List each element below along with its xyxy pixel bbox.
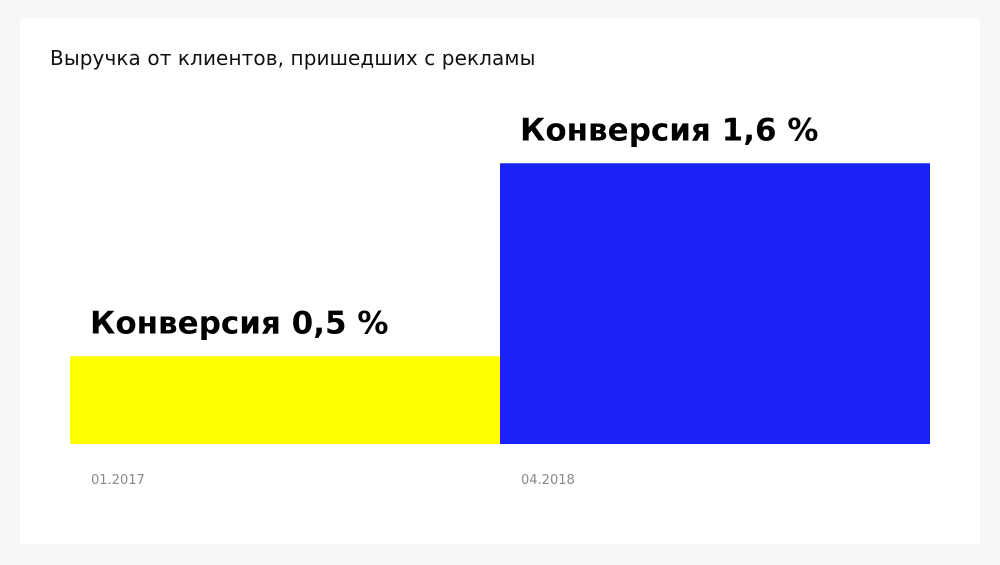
chart-card: Выручка от клиентов, пришедших с рекламы… bbox=[20, 18, 980, 544]
bar-chart: Конверсия 0,5 % 01.2017 Конверсия 1,6 % 04.… bbox=[70, 112, 930, 488]
data-label: Конверсия 1,6 % bbox=[520, 112, 818, 148]
x-tick-label: 04.2018 bbox=[521, 473, 575, 488]
chart-title: Выручка от клиентов, пришедших с рекламы bbox=[50, 46, 536, 70]
data-label: Конверсия 0,5 % bbox=[90, 305, 388, 341]
x-tick-label: 01.2017 bbox=[91, 473, 145, 488]
bar-04.2018 bbox=[500, 163, 930, 445]
bar-01.2017 bbox=[70, 356, 500, 444]
